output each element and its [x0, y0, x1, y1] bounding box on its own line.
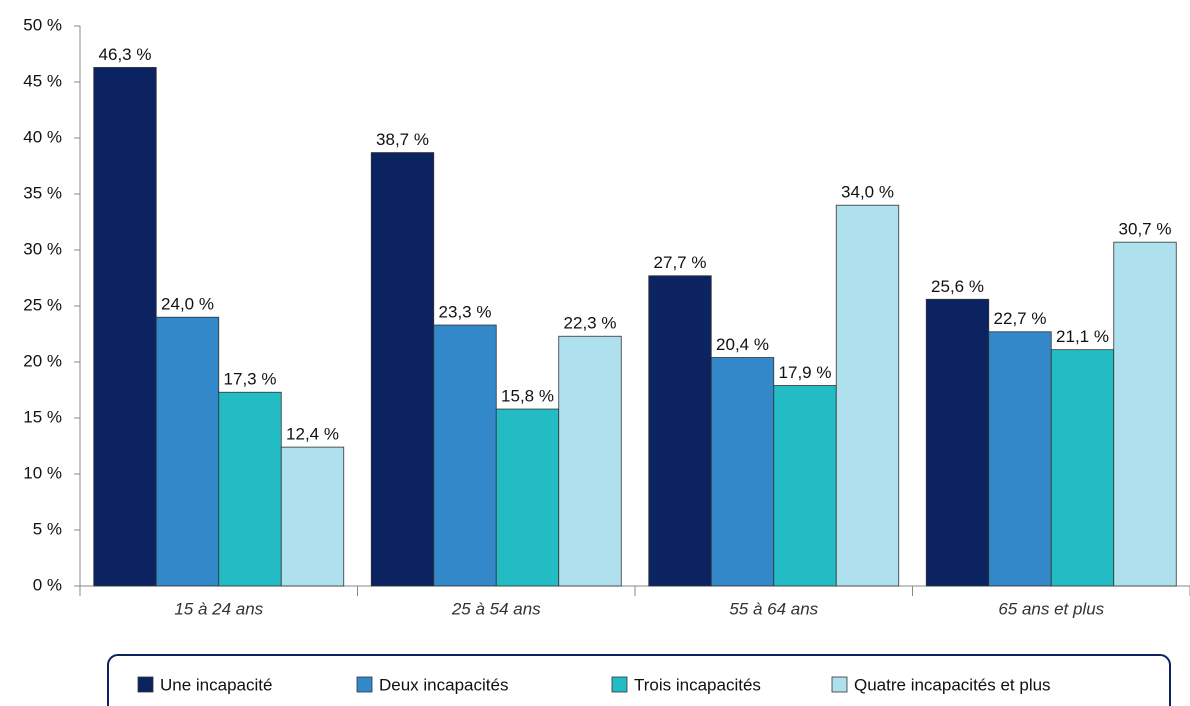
- data-label: 34,0 %: [841, 183, 894, 202]
- legend-swatch: [611, 676, 628, 693]
- data-label: 38,7 %: [376, 130, 429, 149]
- data-label: 22,7 %: [994, 309, 1047, 328]
- bar: [495, 408, 560, 587]
- data-label: 27,7 %: [654, 253, 707, 272]
- legend-swatch: [356, 676, 373, 693]
- data-label: 24,0 %: [161, 295, 214, 314]
- y-tick-label: 45 %: [23, 71, 62, 90]
- data-label: 23,3 %: [439, 303, 492, 322]
- legend-box: [107, 654, 1171, 706]
- data-label: 46,3 %: [99, 45, 152, 64]
- legend-swatch: [137, 676, 154, 693]
- data-label: 17,9 %: [779, 363, 832, 382]
- y-tick-label: 50 %: [23, 15, 62, 34]
- y-tick-label: 40 %: [23, 127, 62, 146]
- y-tick-label: 0 %: [33, 575, 62, 594]
- legend-label: Une incapacité: [160, 675, 272, 694]
- data-label: 12,4 %: [286, 425, 339, 444]
- bar: [773, 385, 837, 587]
- x-tick-label: 25 à 54 ans: [451, 599, 541, 618]
- y-tick-label: 25 %: [23, 295, 62, 314]
- y-tick-label: 10 %: [23, 463, 62, 482]
- bar: [925, 298, 990, 587]
- bar: [93, 67, 157, 587]
- data-label: 21,1 %: [1056, 327, 1109, 346]
- bar: [370, 152, 435, 587]
- bar: [1113, 241, 1177, 587]
- data-label: 17,3 %: [224, 370, 277, 389]
- bar: [155, 316, 220, 587]
- bar: [433, 324, 497, 587]
- bar: [988, 331, 1052, 587]
- data-label: 15,8 %: [501, 387, 554, 406]
- legend-label: Quatre incapacités et plus: [854, 675, 1051, 694]
- legend-label: Deux incapacités: [379, 675, 508, 694]
- bar: [835, 204, 900, 587]
- x-tick-label: 55 à 64 ans: [729, 599, 818, 618]
- x-tick-label: 15 à 24 ans: [174, 599, 263, 618]
- bar: [280, 446, 345, 587]
- legend-label: Trois incapacités: [634, 675, 761, 694]
- y-tick-label: 35 %: [23, 183, 62, 202]
- legend-swatch: [831, 676, 848, 693]
- data-label: 25,6 %: [931, 277, 984, 296]
- y-tick-label: 5 %: [33, 519, 62, 538]
- bar: [218, 391, 282, 587]
- data-label: 30,7 %: [1119, 220, 1172, 239]
- data-label: 20,4 %: [716, 335, 769, 354]
- bar: [558, 335, 622, 587]
- bar: [710, 357, 775, 587]
- y-tick-label: 15 %: [23, 407, 62, 426]
- data-label: 22,3 %: [564, 314, 617, 333]
- y-tick-label: 20 %: [23, 351, 62, 370]
- y-tick-label: 30 %: [23, 239, 62, 258]
- bar: [1050, 349, 1115, 587]
- bar: [648, 275, 712, 587]
- x-tick-label: 65 ans et plus: [998, 599, 1104, 618]
